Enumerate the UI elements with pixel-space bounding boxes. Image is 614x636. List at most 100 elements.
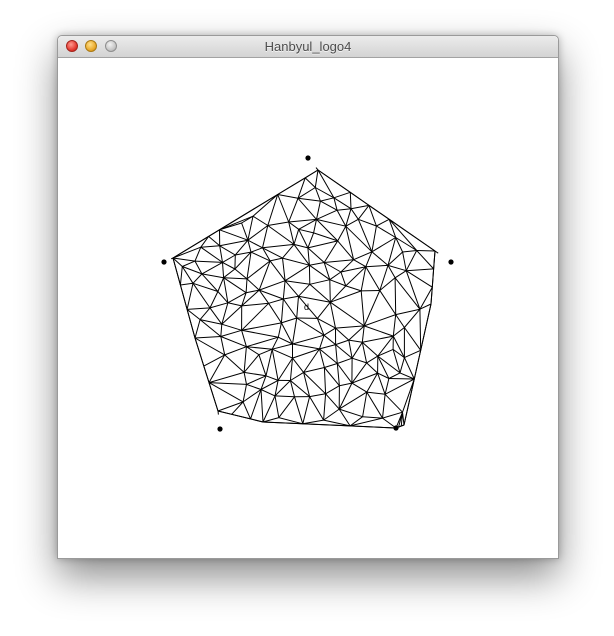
mesh-edge: [234, 239, 249, 256]
mesh-edge: [335, 327, 350, 341]
mesh-edge: [395, 412, 403, 429]
triangle-mesh: [170, 167, 439, 429]
mesh-edge: [323, 262, 342, 273]
mesh-edge: [297, 187, 316, 199]
mesh-edge: [201, 273, 219, 292]
mesh-edge: [272, 343, 293, 350]
mesh-edge: [242, 384, 247, 402]
mesh-edge: [345, 225, 373, 253]
mesh-edge: [434, 250, 439, 254]
mesh-edge: [304, 177, 316, 188]
mesh-edge: [419, 303, 432, 310]
mesh-edge: [387, 251, 403, 266]
anchor-dot: [448, 259, 454, 265]
app-window: Hanbyul_logo4 d: [57, 35, 559, 559]
mesh-edge: [194, 319, 201, 339]
mesh-edge: [281, 317, 297, 324]
anchor-dot: [393, 425, 399, 431]
mesh-edge: [362, 416, 383, 419]
mesh-edge: [223, 268, 236, 279]
mesh-edge: [309, 264, 331, 281]
mesh-edge: [307, 247, 325, 263]
mesh-edge: [387, 265, 396, 279]
mesh-edge: [298, 229, 309, 249]
mesh-edge: [223, 277, 248, 280]
mesh-edge: [362, 392, 368, 417]
mesh-edge: [405, 270, 433, 288]
mesh-edge: [262, 395, 276, 423]
mesh-edge: [221, 305, 243, 325]
mesh-edge: [290, 371, 304, 381]
mesh-edge: [324, 367, 340, 387]
mesh-edge: [247, 216, 254, 241]
minimize-button[interactable]: [85, 40, 97, 52]
mesh-edge: [192, 283, 211, 309]
mesh-edge: [394, 277, 397, 315]
mesh-edge: [250, 389, 262, 420]
mesh-edge: [294, 396, 304, 424]
mesh-edge: [315, 167, 319, 171]
mesh-edge: [333, 197, 338, 211]
mesh-edge: [288, 218, 317, 223]
mesh-edge: [271, 348, 293, 359]
mesh-edge: [307, 240, 338, 249]
mesh-edge: [364, 314, 396, 327]
mesh-edge: [309, 393, 326, 398]
mesh-edge: [179, 266, 183, 286]
mesh-edge: [348, 325, 365, 341]
mesh-edge: [208, 236, 221, 247]
mesh-edge: [345, 218, 359, 227]
mesh-edge: [335, 325, 365, 329]
mesh-edge: [371, 237, 396, 253]
mesh-edge: [340, 266, 366, 273]
mesh-edge: [336, 363, 340, 386]
mesh-edge: [316, 218, 346, 227]
mesh-edge: [394, 277, 421, 310]
mesh-edge: [292, 348, 320, 359]
mesh-edge: [268, 298, 284, 304]
mesh-edge: [217, 277, 225, 292]
mesh-edge: [217, 401, 244, 412]
mesh-edge: [361, 341, 379, 357]
mesh-edge: [330, 301, 365, 327]
mesh-edge: [277, 194, 299, 199]
mesh-edge: [319, 335, 325, 350]
close-button[interactable]: [66, 40, 78, 52]
mesh-edge: [403, 327, 422, 351]
mesh-edge: [269, 257, 283, 262]
mesh-edge: [288, 221, 295, 245]
sketch-canvas[interactable]: d: [58, 58, 558, 558]
mesh-edge: [345, 226, 355, 260]
mesh-edge: [298, 295, 331, 303]
mesh-edge: [235, 251, 252, 256]
mesh-edge: [277, 357, 293, 381]
mesh-edge: [246, 289, 260, 294]
mesh-edge: [313, 232, 338, 242]
mesh-edge: [335, 339, 349, 346]
mesh-edge: [402, 250, 417, 253]
mesh-edge: [323, 367, 327, 394]
zoom-button[interactable]: [105, 40, 117, 52]
mesh-edge: [172, 246, 201, 259]
mesh-edge: [371, 251, 389, 266]
mesh-edge: [203, 354, 225, 367]
mesh-edge: [297, 197, 317, 220]
mesh-edge: [292, 334, 325, 345]
mesh-edge: [282, 244, 295, 259]
mesh-edge: [366, 391, 386, 395]
mesh-edge: [227, 292, 247, 304]
mesh-edge: [224, 346, 247, 356]
mesh-edge: [219, 245, 223, 263]
mesh-edge: [382, 417, 397, 429]
mesh-edge: [208, 382, 247, 385]
mesh-edge: [366, 355, 379, 364]
mesh-edge: [262, 225, 269, 248]
mesh-edge: [292, 317, 298, 345]
mesh-edge: [392, 327, 405, 337]
mesh-edge: [329, 302, 336, 329]
mesh-edge: [242, 401, 251, 420]
title-bar[interactable]: Hanbyul_logo4: [58, 36, 558, 58]
mesh-edge: [388, 219, 397, 238]
mesh-edge: [315, 187, 335, 199]
mesh-edge: [199, 319, 222, 325]
